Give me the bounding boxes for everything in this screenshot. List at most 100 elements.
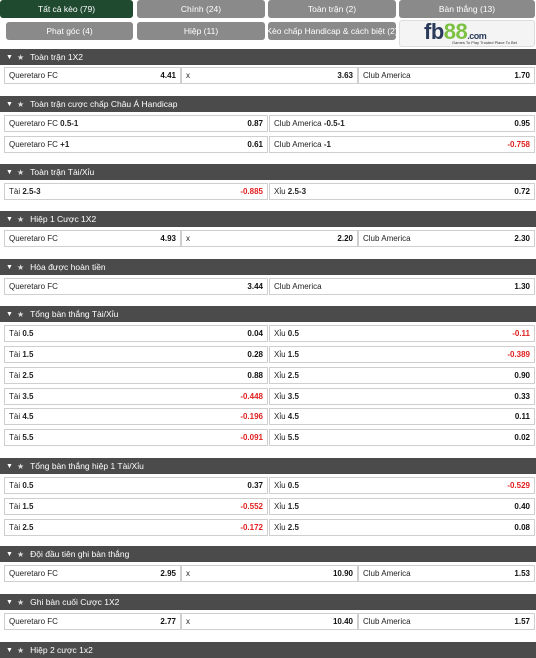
- odds-cell[interactable]: Tài 2.5-3 -0.885: [4, 183, 268, 200]
- selection-label: Club America: [363, 71, 411, 80]
- tab-full-match[interactable]: Toàn trận (2): [268, 0, 396, 18]
- favorite-star-icon[interactable]: ★: [16, 214, 25, 224]
- odds-cell[interactable]: Xỉu 4.5 0.11: [269, 408, 535, 425]
- odds-cell[interactable]: Queretaro FC 0.5-1 0.87: [4, 115, 268, 132]
- market-section-header[interactable]: ▼ ★ Tổng bàn thắng Tài/Xỉu: [0, 306, 536, 322]
- tab-handicap-margin[interactable]: Kèo chấp Handicap & cách biệt (2): [266, 22, 398, 40]
- selection-label: Xỉu 2.5: [274, 523, 299, 532]
- selection-label: Xỉu 2.5-3: [274, 187, 307, 196]
- collapse-arrow-icon[interactable]: ▼: [6, 462, 13, 470]
- market-section-header[interactable]: ▼ ★ Toàn trận cược chấp Châu Á Handicap: [0, 96, 536, 112]
- odds-cell[interactable]: Xỉu 3.5 0.33: [269, 388, 535, 405]
- odds-value: 0.72: [514, 187, 530, 196]
- odds-cell[interactable]: Club America 1.70: [358, 67, 535, 84]
- odds-cell[interactable]: Xỉu 5.5 0.02: [269, 429, 535, 446]
- favorite-star-icon[interactable]: ★: [16, 262, 25, 272]
- odds-cell[interactable]: Queretaro FC 2.77: [4, 613, 181, 630]
- collapse-arrow-icon[interactable]: ▼: [6, 646, 13, 654]
- favorite-star-icon[interactable]: ★: [16, 167, 25, 177]
- odds-cell[interactable]: x 10.90: [181, 565, 358, 582]
- odds-cell[interactable]: Queretaro FC 4.41: [4, 67, 181, 84]
- selection-label: Tài 4.5: [9, 412, 34, 421]
- favorite-star-icon[interactable]: ★: [16, 645, 25, 655]
- collapse-arrow-icon[interactable]: ▼: [6, 310, 13, 318]
- odds-cell[interactable]: Club America -0.5-1 0.95: [269, 115, 535, 132]
- handicap-line: 0.5: [287, 329, 299, 338]
- odds-value: 0.40: [514, 502, 530, 511]
- odds-value: 0.02: [514, 433, 530, 442]
- selection-label: Club America: [363, 569, 411, 578]
- odds-cell[interactable]: Xỉu 2.5 0.90: [269, 367, 535, 384]
- odds-cell[interactable]: x 2.20: [181, 230, 358, 247]
- odds-cell[interactable]: Tài 1.5 0.28: [4, 346, 268, 363]
- tab-corners[interactable]: Phạt góc (4): [6, 22, 133, 40]
- collapse-arrow-icon[interactable]: ▼: [6, 53, 13, 61]
- odds-value: 4.93: [160, 234, 176, 243]
- tab-all-markets[interactable]: Tất cả kèo (79): [0, 0, 133, 18]
- market-section-header[interactable]: ▼ ★ Đội đầu tiên ghi bàn thắng: [0, 546, 536, 562]
- market-title: Hòa được hoàn tiền: [30, 262, 106, 272]
- selection-label: Club America: [363, 617, 411, 626]
- odds-cell[interactable]: Tài 2.5 -0.172: [4, 519, 268, 536]
- odds-cell[interactable]: Tài 2.5 0.88: [4, 367, 268, 384]
- favorite-star-icon[interactable]: ★: [16, 549, 25, 559]
- collapse-arrow-icon[interactable]: ▼: [6, 263, 13, 271]
- selection-label: Xỉu 2.5: [274, 371, 299, 380]
- market-section-header[interactable]: ▼ ★ Hòa được hoàn tiền: [0, 259, 536, 275]
- odds-cell[interactable]: Club America 1.30: [269, 278, 535, 295]
- odds-cell[interactable]: Xỉu 0.5 -0.529: [269, 477, 535, 494]
- odds-cell[interactable]: Xỉu 1.5 -0.389: [269, 346, 535, 363]
- odds-cell[interactable]: Xỉu 1.5 0.40: [269, 498, 535, 515]
- favorite-star-icon[interactable]: ★: [16, 461, 25, 471]
- odds-cell[interactable]: Tài 1.5 -0.552: [4, 498, 268, 515]
- market-section-header[interactable]: ▼ ★ Toàn trận Tài/Xỉu: [0, 164, 536, 180]
- selection-label: x: [186, 234, 190, 243]
- odds-cell[interactable]: Xỉu 2.5 0.08: [269, 519, 535, 536]
- odds-cell[interactable]: Tài 0.5 0.04: [4, 325, 268, 342]
- odds-cell[interactable]: Xỉu 2.5-3 0.72: [269, 183, 535, 200]
- collapse-arrow-icon[interactable]: ▼: [6, 550, 13, 558]
- market-title: Ghi bàn cuối Cược 1X2: [30, 597, 120, 607]
- favorite-star-icon[interactable]: ★: [16, 309, 25, 319]
- collapse-arrow-icon[interactable]: ▼: [6, 100, 13, 108]
- handicap-line: 2.5: [287, 523, 299, 532]
- odds-cell[interactable]: Club America 1.57: [358, 613, 535, 630]
- odds-cell[interactable]: x 10.40: [181, 613, 358, 630]
- odds-cell[interactable]: Queretaro FC 4.93: [4, 230, 181, 247]
- favorite-star-icon[interactable]: ★: [16, 597, 25, 607]
- selection-label: Tài 2.5: [9, 371, 34, 380]
- odds-cell[interactable]: Queretaro FC 2.95: [4, 565, 181, 582]
- favorite-star-icon[interactable]: ★: [16, 99, 25, 109]
- odds-cell[interactable]: Tài 3.5 -0.448: [4, 388, 268, 405]
- favorite-star-icon[interactable]: ★: [16, 52, 25, 62]
- market-section-header[interactable]: ▼ ★ Hiệp 2 cược 1x2: [0, 642, 536, 658]
- odds-cell[interactable]: Queretaro FC 3.44: [4, 278, 268, 295]
- odds-value: 0.37: [247, 481, 263, 490]
- odds-cell[interactable]: Club America 2.30: [358, 230, 535, 247]
- collapse-arrow-icon[interactable]: ▼: [6, 168, 13, 176]
- odds-cell[interactable]: Xỉu 0.5 -0.11: [269, 325, 535, 342]
- tab-goals[interactable]: Bàn thắng (13): [399, 0, 535, 18]
- market-section-header[interactable]: ▼ ★ Tổng bàn thắng hiệp 1 Tài/Xỉu: [0, 458, 536, 474]
- market-title: Toàn trận cược chấp Châu Á Handicap: [30, 99, 178, 109]
- odds-value: -0.196: [240, 412, 263, 421]
- odds-cell[interactable]: Club America 1.53: [358, 565, 535, 582]
- market-section-header[interactable]: ▼ ★ Hiệp 1 Cược 1X2: [0, 211, 536, 227]
- tab-halves[interactable]: Hiệp (11): [137, 22, 265, 40]
- market-section-header[interactable]: ▼ ★ Toàn trận 1X2: [0, 49, 536, 65]
- odds-cell[interactable]: Club America -1 -0.758: [269, 136, 535, 153]
- handicap-line: +1: [60, 140, 70, 149]
- odds-cell[interactable]: Tài 0.5 0.37: [4, 477, 268, 494]
- odds-cell[interactable]: Queretaro FC +1 0.61: [4, 136, 268, 153]
- odds-value: 2.20: [337, 234, 353, 243]
- collapse-arrow-icon[interactable]: ▼: [6, 598, 13, 606]
- market-title: Hiệp 2 cược 1x2: [30, 645, 93, 655]
- odds-value: 10.40: [332, 617, 353, 626]
- odds-cell[interactable]: Tài 5.5 -0.091: [4, 429, 268, 446]
- odds-cell[interactable]: x 3.63: [181, 67, 358, 84]
- odds-cell[interactable]: Tài 4.5 -0.196: [4, 408, 268, 425]
- market-section-header[interactable]: ▼ ★ Ghi bàn cuối Cược 1X2: [0, 594, 536, 610]
- tab-main[interactable]: Chính (24): [137, 0, 265, 18]
- handicap-line: 3.5: [287, 392, 299, 401]
- collapse-arrow-icon[interactable]: ▼: [6, 215, 13, 223]
